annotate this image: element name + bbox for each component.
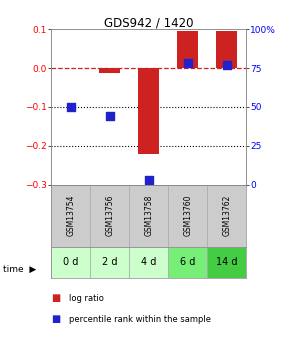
Bar [129, 185, 168, 247]
Bar [99, 68, 120, 73]
Text: time  ▶: time ▶ [3, 265, 36, 274]
Text: 4 d: 4 d [141, 257, 156, 267]
Bar [138, 68, 159, 154]
Bar [90, 247, 129, 278]
Bar [168, 247, 207, 278]
Bar [129, 247, 168, 278]
Text: 6 d: 6 d [180, 257, 195, 267]
Bar [177, 31, 198, 68]
Point [108, 114, 112, 119]
Text: 0 d: 0 d [63, 257, 79, 267]
Text: 14 d: 14 d [216, 257, 237, 267]
Bar [216, 31, 237, 68]
Bar [207, 185, 246, 247]
Text: GSM13758: GSM13758 [144, 195, 153, 236]
Text: GSM13756: GSM13756 [105, 195, 114, 236]
Text: 2 d: 2 d [102, 257, 117, 267]
Bar [168, 185, 207, 247]
Point [146, 177, 151, 183]
Text: log ratio: log ratio [69, 294, 104, 303]
Text: GSM13760: GSM13760 [183, 195, 192, 236]
Text: GSM13754: GSM13754 [66, 195, 75, 236]
Title: GDS942 / 1420: GDS942 / 1420 [104, 16, 193, 29]
Text: ■: ■ [51, 314, 61, 324]
Text: percentile rank within the sample: percentile rank within the sample [69, 315, 211, 324]
Text: ■: ■ [51, 294, 61, 303]
Bar [51, 185, 90, 247]
Bar [51, 247, 90, 278]
Point [224, 62, 229, 68]
Bar [90, 185, 129, 247]
Point [69, 104, 73, 110]
Bar [207, 247, 246, 278]
Point [185, 61, 190, 66]
Text: GSM13762: GSM13762 [222, 195, 231, 236]
